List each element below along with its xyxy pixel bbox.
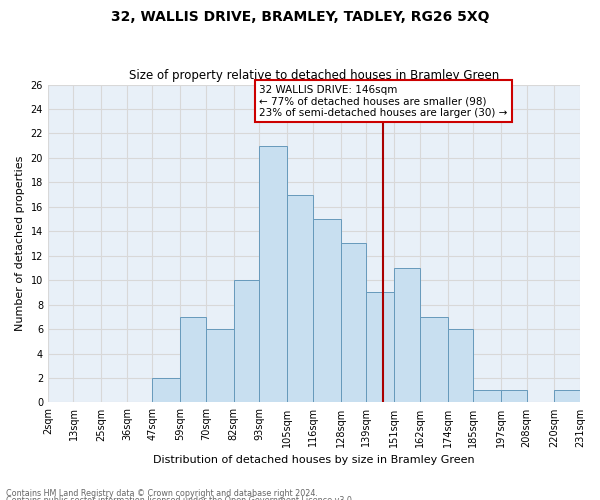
Bar — [394, 268, 419, 402]
Y-axis label: Number of detached properties: Number of detached properties — [15, 156, 25, 331]
Text: 32 WALLIS DRIVE: 146sqm
← 77% of detached houses are smaller (98)
23% of semi-de: 32 WALLIS DRIVE: 146sqm ← 77% of detache… — [259, 84, 508, 118]
Bar — [181, 317, 206, 402]
Bar — [448, 329, 473, 402]
Bar — [473, 390, 501, 402]
Text: Contains HM Land Registry data © Crown copyright and database right 2024.: Contains HM Land Registry data © Crown c… — [6, 488, 318, 498]
Bar — [554, 390, 580, 402]
Text: 32, WALLIS DRIVE, BRAMLEY, TADLEY, RG26 5XQ: 32, WALLIS DRIVE, BRAMLEY, TADLEY, RG26 … — [111, 10, 489, 24]
X-axis label: Distribution of detached houses by size in Bramley Green: Distribution of detached houses by size … — [153, 455, 475, 465]
Text: Contains public sector information licensed under the Open Government Licence v3: Contains public sector information licen… — [6, 496, 355, 500]
Bar — [234, 280, 259, 402]
Bar — [419, 317, 448, 402]
Bar — [341, 244, 366, 402]
Bar — [366, 292, 394, 403]
Bar — [313, 219, 341, 402]
Title: Size of property relative to detached houses in Bramley Green: Size of property relative to detached ho… — [129, 69, 499, 82]
Bar — [259, 146, 287, 402]
Bar — [501, 390, 527, 402]
Bar — [206, 329, 234, 402]
Bar — [287, 194, 313, 402]
Bar — [152, 378, 181, 402]
